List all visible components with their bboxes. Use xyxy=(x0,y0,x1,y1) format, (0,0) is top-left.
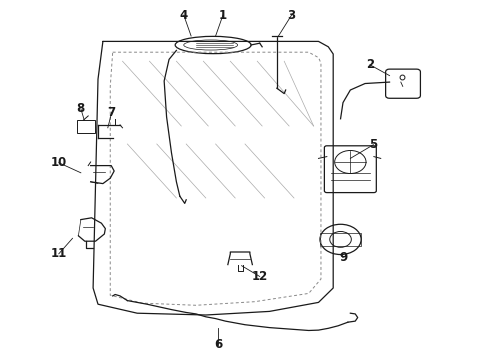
Text: 12: 12 xyxy=(251,270,268,283)
Text: 5: 5 xyxy=(369,138,377,151)
Text: 6: 6 xyxy=(214,338,222,351)
Text: 7: 7 xyxy=(108,106,116,119)
Bar xyxy=(320,233,361,246)
Text: 2: 2 xyxy=(366,58,374,71)
Text: 11: 11 xyxy=(50,247,67,260)
Bar xyxy=(77,120,95,133)
Text: 1: 1 xyxy=(219,9,227,22)
Text: 9: 9 xyxy=(339,251,347,264)
Text: 8: 8 xyxy=(77,102,85,115)
Text: 10: 10 xyxy=(50,156,67,169)
Text: 3: 3 xyxy=(288,9,295,22)
Text: 4: 4 xyxy=(180,9,188,22)
